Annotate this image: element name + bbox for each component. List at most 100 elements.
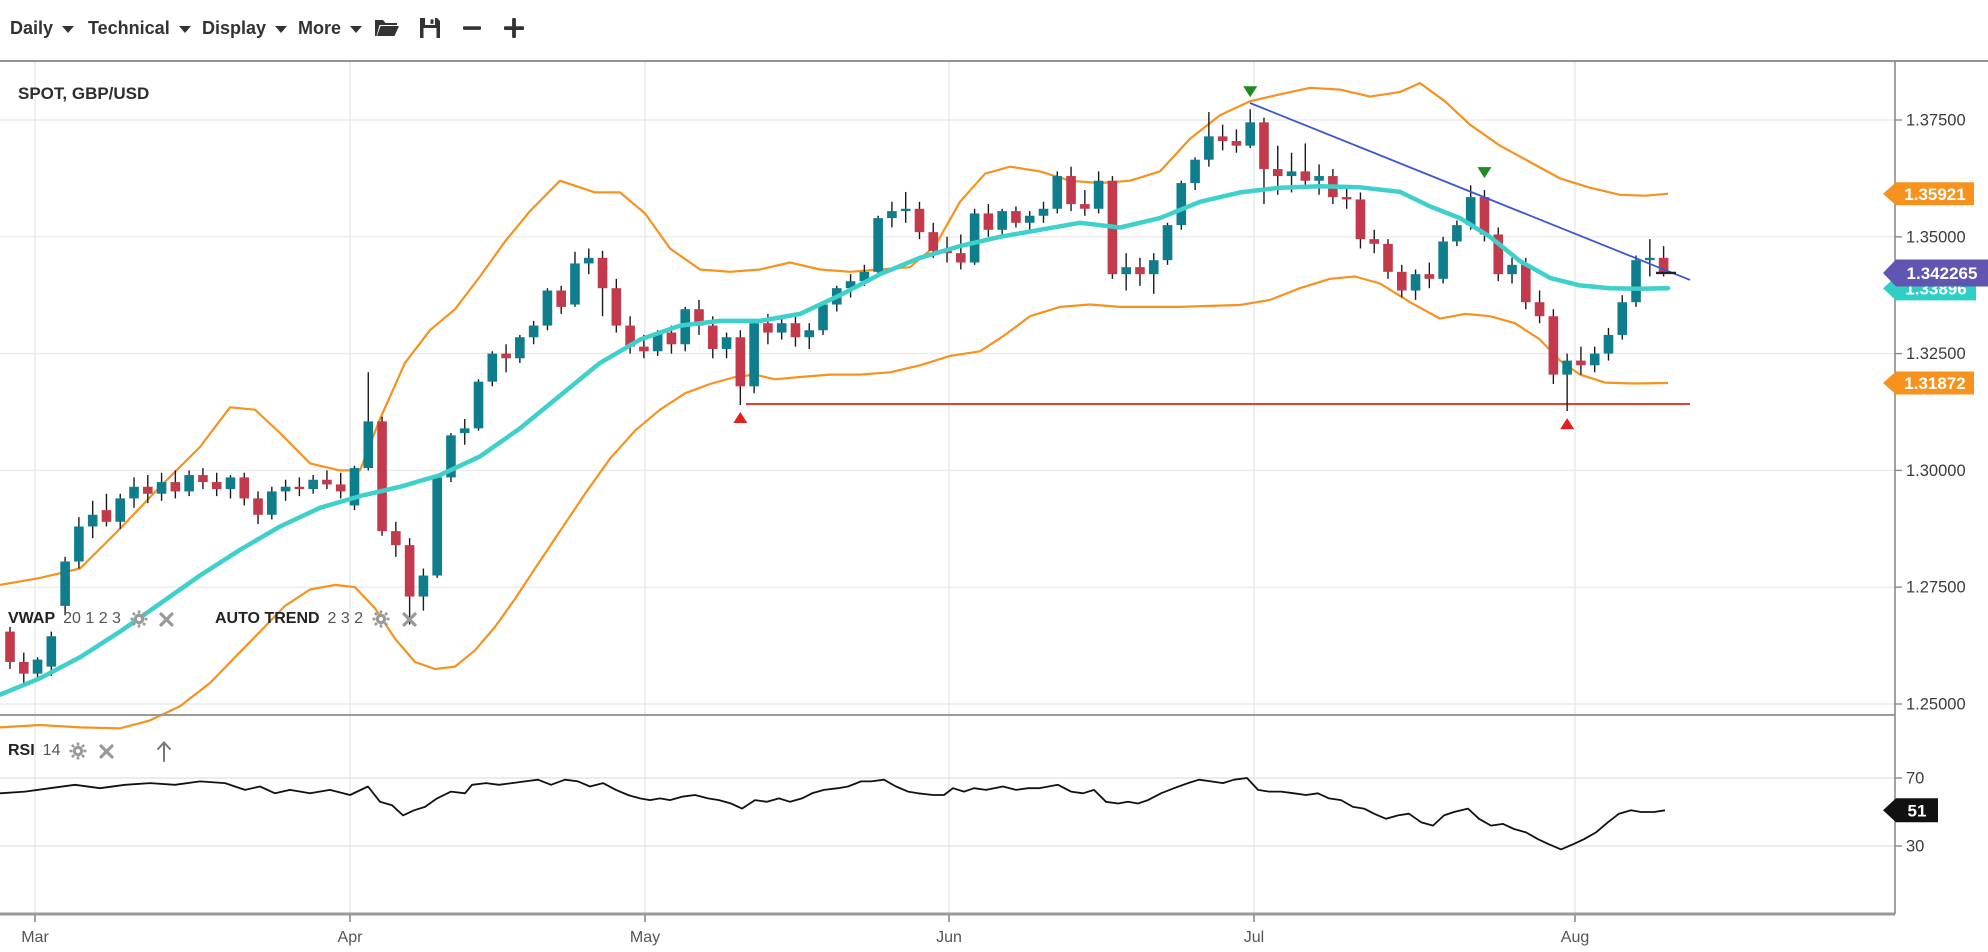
time-axis-label: Apr — [338, 929, 364, 946]
candle-body — [1507, 264, 1517, 275]
candle-body — [1658, 257, 1669, 273]
rsi-settings-gear-icon[interactable] — [68, 741, 88, 761]
candle-body — [156, 482, 167, 494]
candle-body — [873, 218, 883, 272]
candle-body — [694, 309, 704, 326]
candle-body — [18, 661, 29, 674]
candle-body — [790, 323, 801, 338]
candle-body — [391, 531, 401, 546]
time-axis-label: Aug — [1561, 929, 1589, 946]
auto-trend-close-icon[interactable] — [399, 609, 419, 629]
vwap-settings-gear-icon[interactable] — [129, 609, 149, 629]
time-axis-label: Mar — [21, 929, 49, 946]
candle-body — [1589, 353, 1600, 366]
candle-body — [956, 253, 966, 263]
candle-body — [597, 257, 608, 289]
candle-body — [239, 477, 250, 499]
candle-body — [1024, 215, 1035, 223]
buy-signal-triangle-icon — [733, 411, 748, 423]
candle-body — [652, 332, 663, 352]
candle-body — [404, 545, 415, 597]
candle-body — [322, 479, 332, 485]
price-axis-label: 1.27500 — [1906, 579, 1966, 597]
candle-body — [1355, 199, 1366, 240]
menu-timeframe[interactable]: Daily — [10, 0, 75, 57]
menu-technical[interactable]: Technical — [88, 0, 191, 57]
candle-body — [749, 323, 759, 387]
auto-trend-settings-gear-icon[interactable] — [371, 609, 391, 629]
price-badge — [1883, 371, 1974, 395]
candle-body — [1217, 136, 1228, 142]
candle-body — [170, 482, 181, 492]
price-badge-label: 1.342265 — [1907, 264, 1978, 283]
candle-body — [721, 337, 732, 349]
candle-body — [501, 353, 511, 359]
candle-body — [87, 514, 98, 527]
candle-body — [1148, 260, 1159, 275]
candle-body — [459, 428, 470, 434]
candle-body — [1410, 274, 1421, 291]
candle-body — [432, 477, 442, 576]
menu-technical-label: Technical — [88, 18, 170, 38]
candle-body — [363, 421, 374, 469]
auto-trend-indicator-label: AUTO TREND — [214, 610, 320, 627]
bollinger-upper-band — [0, 81, 1669, 586]
menu-more-label: More — [298, 18, 342, 38]
candle-body — [253, 498, 263, 515]
candle-body — [349, 468, 360, 506]
candle-body — [515, 337, 525, 359]
zoom-out-icon[interactable] — [452, 8, 492, 48]
candle-body — [845, 281, 856, 289]
candle-body — [1645, 257, 1655, 261]
candle-body — [1121, 267, 1131, 275]
save-icon[interactable] — [410, 8, 450, 48]
candle-body — [1245, 122, 1255, 146]
chevron-down-icon — [178, 26, 191, 33]
candle-body — [335, 484, 346, 492]
auto-trend-indicator-params: 2 3 2 — [327, 610, 364, 627]
candle-body — [294, 486, 305, 490]
expand-pane-arrow-icon[interactable] — [154, 741, 174, 762]
candle-body — [1066, 176, 1076, 205]
price-axis-label: 1.30000 — [1906, 462, 1966, 480]
rsi-legend-row: RSI 14 — [8, 741, 174, 762]
candle-body — [1534, 302, 1545, 317]
candle-body — [1521, 264, 1531, 303]
candle-body — [1162, 225, 1173, 261]
candle-body — [1548, 316, 1559, 375]
candle-body — [1135, 267, 1145, 275]
open-folder-icon[interactable] — [366, 8, 406, 48]
candle-body — [1631, 260, 1641, 303]
candle-body — [46, 636, 57, 667]
candle-body — [707, 325, 718, 349]
rsi-close-icon[interactable] — [96, 741, 116, 761]
candle-body — [198, 475, 208, 483]
sell-signal-triangle-icon — [1243, 86, 1258, 98]
candle-body — [1272, 169, 1283, 177]
candle-body — [1259, 122, 1269, 170]
candle-body — [570, 263, 580, 305]
chevron-down-icon — [275, 26, 288, 33]
candle-body — [32, 659, 43, 674]
candle-body — [1396, 271, 1407, 291]
candle-body — [983, 213, 994, 230]
time-axis-label: May — [630, 929, 660, 946]
menu-timeframe-label: Daily — [10, 18, 54, 38]
price-badge — [1883, 798, 1938, 823]
candle-body — [418, 575, 429, 597]
zoom-in-icon[interactable] — [494, 8, 534, 48]
candle-body — [5, 631, 15, 662]
candle-body — [225, 477, 236, 490]
candle-body — [129, 486, 139, 499]
rsi-indicator-label: RSI — [8, 742, 35, 759]
candle-body — [735, 337, 746, 387]
candle-body — [1438, 241, 1448, 279]
chart-surface[interactable]: 1.37500 1.35000 1.32500 1.30000 1.27500 1.250… — [0, 57, 1988, 952]
menu-more[interactable]: More — [298, 0, 363, 57]
candle-body — [267, 491, 277, 515]
menu-display[interactable]: Display — [202, 0, 288, 57]
candle-body — [1603, 334, 1614, 354]
chevron-down-icon — [62, 26, 75, 33]
candle-body — [1231, 141, 1242, 146]
vwap-close-icon[interactable] — [157, 609, 177, 629]
